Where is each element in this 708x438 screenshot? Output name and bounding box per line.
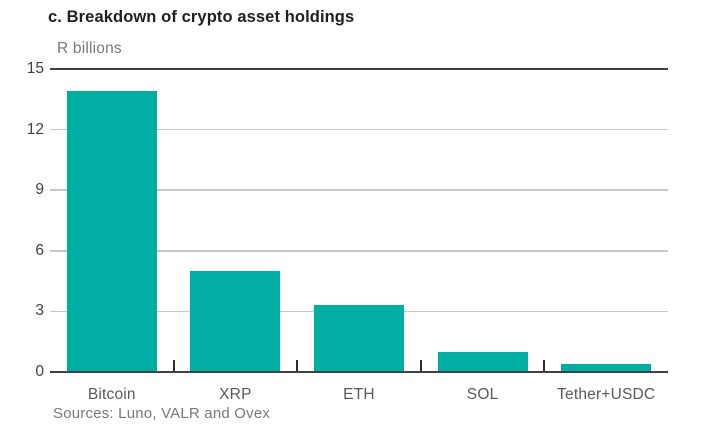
source-note: Sources: Luno, VALR and Ovex [53, 405, 271, 422]
bar-xrp [190, 271, 281, 372]
x-category-label-bitcoin: Bitcoin [87, 386, 136, 403]
gridline-6 [50, 250, 668, 252]
gridline-12 [50, 128, 668, 131]
bar-tether-usdc [561, 363, 652, 372]
bar-eth [314, 305, 404, 372]
bar-sol [437, 351, 528, 372]
y-tick-label-12: 12 [26, 120, 44, 138]
chart-title: c. Breakdown of crypto asset holdings [48, 8, 355, 26]
category-boundary-tick-2 [296, 360, 299, 371]
x-category-label-tether-usdc: Tether+USDC [557, 386, 656, 403]
x-category-label-sol: SOL [466, 386, 499, 403]
y-tick-label-6: 6 [35, 241, 44, 259]
gridline-15 [50, 67, 668, 71]
plot-area: 0 3 6 9 12 15 Bitcoin XRP ETH SOL Tether+USDC [27, 60, 668, 403]
y-tick-label-15: 15 [26, 60, 44, 77]
x-axis-baseline [50, 370, 668, 374]
y-tick-label-9: 9 [35, 181, 44, 199]
x-category-label-eth: ETH [343, 386, 375, 403]
category-boundary-tick-1 [172, 360, 175, 371]
gridline-9 [50, 189, 668, 191]
y-tick-label-3: 3 [35, 302, 44, 320]
bar-bitcoin [66, 91, 157, 372]
x-category-label-xrp: XRP [219, 386, 252, 403]
y-axis-unit-label: R billions [57, 40, 122, 57]
category-boundary-tick-3 [419, 360, 422, 371]
y-tick-label-0: 0 [35, 363, 44, 380]
category-boundary-tick-4 [543, 360, 546, 371]
